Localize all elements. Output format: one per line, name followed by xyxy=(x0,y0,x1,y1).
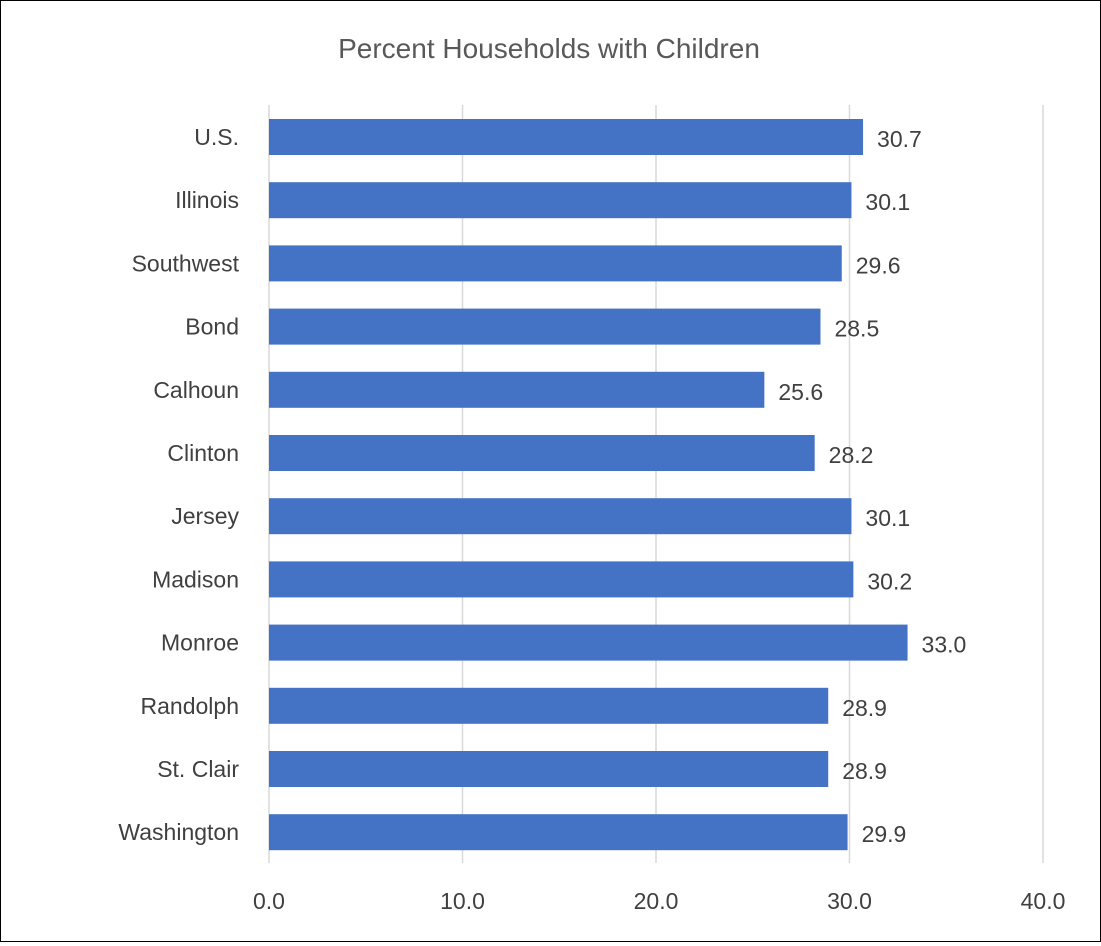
chart-title: Percent Households with Children xyxy=(338,33,760,64)
bar xyxy=(269,625,908,661)
data-label: 30.7 xyxy=(877,126,922,152)
category-labels: U.S. Illinois Southwest Bond Calhoun Clinton J… xyxy=(118,124,239,845)
category-label: Washington xyxy=(118,819,239,845)
data-label: 29.9 xyxy=(862,821,907,847)
data-label: 30.1 xyxy=(865,189,910,215)
category-label: Monroe xyxy=(161,630,239,656)
bar xyxy=(269,309,820,345)
bar xyxy=(269,182,851,218)
data-label: 29.6 xyxy=(856,252,901,278)
bar xyxy=(269,435,815,471)
category-label: Calhoun xyxy=(153,377,239,403)
data-label: 30.1 xyxy=(865,505,910,531)
gridlines xyxy=(269,105,1043,863)
bar xyxy=(269,245,842,281)
category-label: St. Clair xyxy=(157,756,239,782)
category-label: U.S. xyxy=(194,124,239,150)
bar xyxy=(269,119,863,155)
x-tick-label: 10.0 xyxy=(440,888,485,914)
x-tick-label: 0.0 xyxy=(253,888,285,914)
bar xyxy=(269,751,828,787)
x-tick-label: 20.0 xyxy=(634,888,679,914)
category-label: Illinois xyxy=(175,187,239,213)
data-label: 28.5 xyxy=(834,316,879,342)
data-label: 30.2 xyxy=(867,568,912,594)
bar xyxy=(269,814,848,850)
data-label: 28.2 xyxy=(829,442,874,468)
category-label: Randolph xyxy=(141,693,239,719)
data-label: 28.9 xyxy=(842,695,887,721)
bar xyxy=(269,688,828,724)
bars xyxy=(269,119,908,850)
data-label: 33.0 xyxy=(922,632,967,658)
bar xyxy=(269,561,853,597)
data-labels: 30.7 30.1 29.6 28.5 25.6 28.2 30.1 30.2 33.0 28.9… xyxy=(778,126,966,847)
x-tick-label: 30.0 xyxy=(827,888,872,914)
category-label: Southwest xyxy=(132,250,240,276)
category-label: Bond xyxy=(185,314,239,340)
category-label: Madison xyxy=(152,566,239,592)
x-tick-labels: 0.0 10.0 20.0 30.0 40.0 xyxy=(253,888,1065,914)
bar xyxy=(269,498,851,534)
category-label: Jersey xyxy=(171,503,239,529)
data-label: 25.6 xyxy=(778,379,823,405)
x-tick-label: 40.0 xyxy=(1021,888,1066,914)
category-label: Clinton xyxy=(167,440,239,466)
bar xyxy=(269,372,764,408)
data-label: 28.9 xyxy=(842,758,887,784)
